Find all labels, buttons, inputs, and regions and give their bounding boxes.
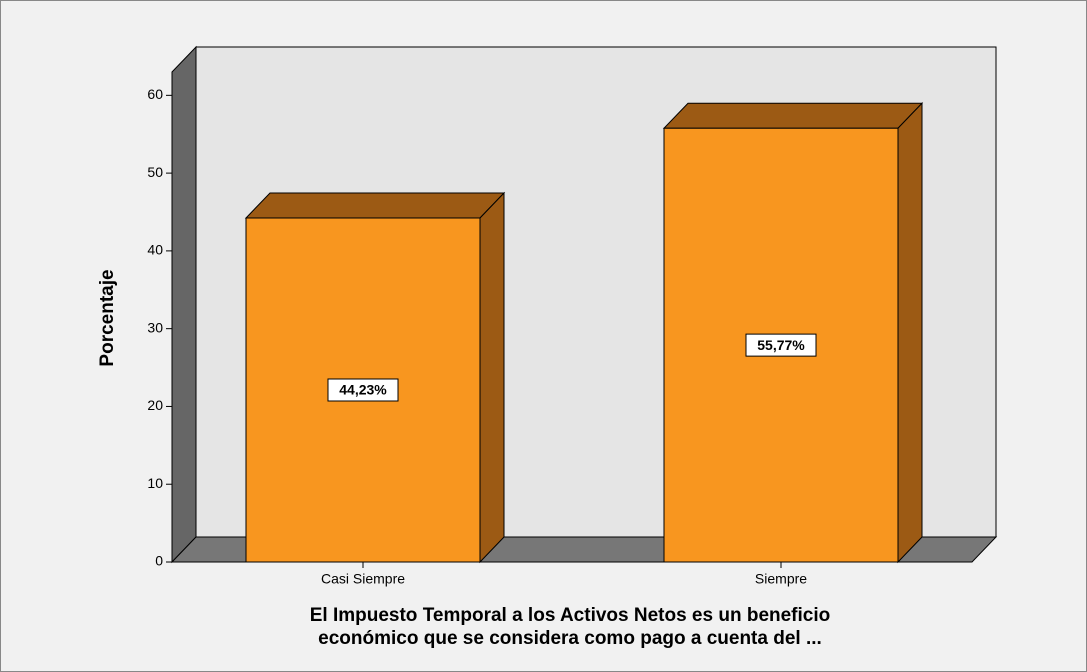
bar-top [662,102,924,129]
value-label-box [327,378,399,402]
value-label: 44,23% [339,382,387,398]
value-label-box [745,333,817,357]
y-tick-label: 0 [155,553,163,569]
y-tick-label: 50 [147,164,163,180]
y-axis-label: Porcentaje [97,269,118,366]
y-tick-label: 60 [147,86,163,102]
bar-side [479,191,505,564]
x-tick-label: Siempre [755,571,807,587]
x-tick-label: Casi Siempre [321,571,405,587]
y-tick-label: 30 [147,319,163,335]
x-axis-label: El Impuesto Temporal a los Activos Netos… [310,605,831,626]
left-wall [171,45,197,564]
value-label: 55,77% [757,337,805,353]
x-axis-label: económico que se considera como pago a c… [318,628,822,649]
y-tick-label: 10 [147,475,163,491]
bar-top [244,192,506,219]
y-tick-label: 20 [147,397,163,413]
y-tick-label: 40 [147,242,163,258]
bar-side [897,101,923,564]
